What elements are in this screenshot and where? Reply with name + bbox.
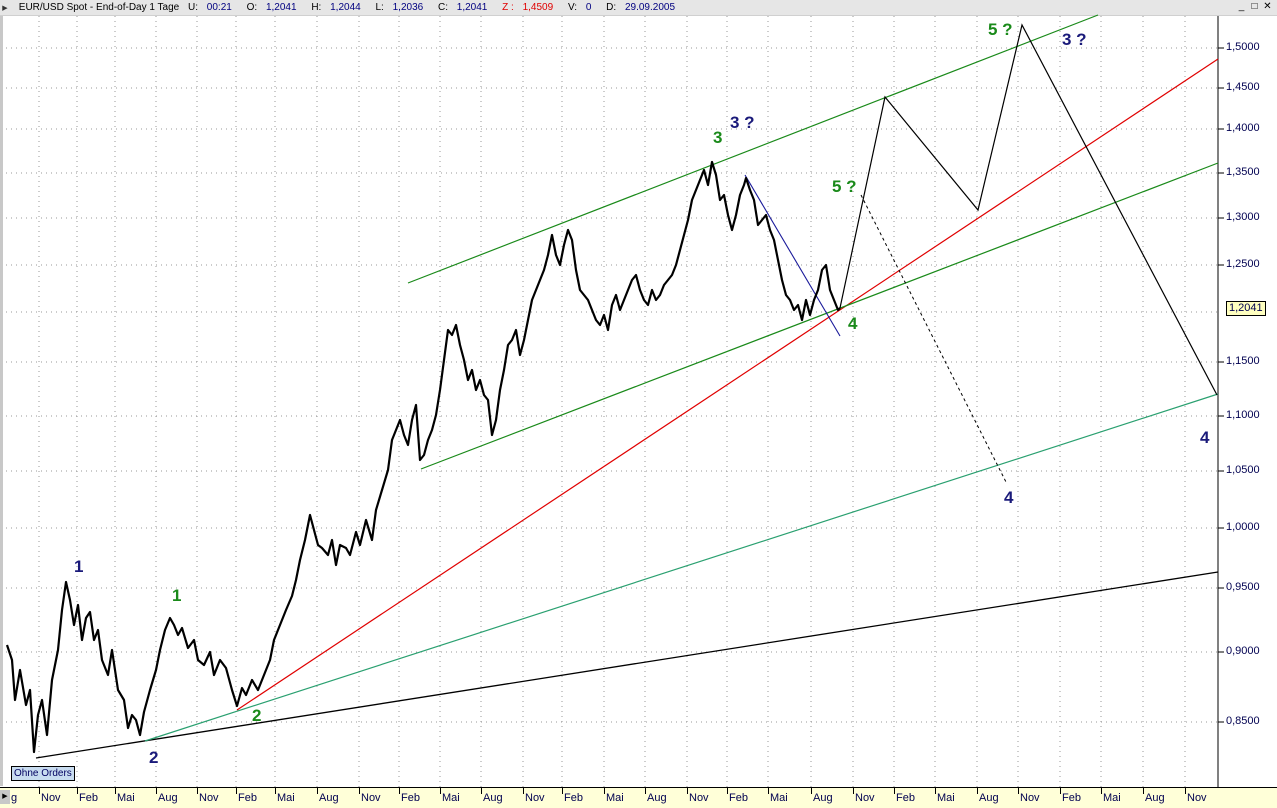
wave-label-3q-blue: 3 ?: [730, 113, 755, 132]
red-trendline: [236, 58, 1219, 711]
y-tick-label: 1,5000: [1226, 41, 1260, 53]
lower-channel-line: [420, 162, 1219, 470]
z-value: 1,4509: [522, 2, 554, 13]
wave-label-2-green: 2: [252, 706, 262, 725]
minimize-button[interactable]: _: [1238, 1, 1245, 12]
volume-value: 0: [585, 2, 592, 13]
left-edge: [0, 16, 3, 786]
upper-channel-line: [407, 14, 1099, 284]
y-tick-label: 1,3500: [1226, 166, 1260, 178]
ohne-orders-button[interactable]: Ohne Orders: [11, 766, 75, 781]
y-tick-label: 1,0000: [1226, 521, 1260, 533]
wave-label-4-green: 4: [848, 314, 858, 333]
wave-label-2-blue: 2: [149, 748, 159, 767]
grid: [6, 16, 1218, 787]
time-value: 00:21: [206, 2, 232, 13]
maximize-button[interactable]: □: [1251, 1, 1258, 12]
instrument-name: EUR/USD Spot - End-of-Day 1 Tage: [18, 2, 180, 13]
projection-path: [839, 23, 1218, 396]
close-value: 1,2041: [456, 2, 488, 13]
wave-label-1-blue: 1: [74, 557, 84, 576]
y-tick-label: 0,9000: [1226, 645, 1260, 657]
y-tick-label: 1,3000: [1226, 211, 1260, 223]
low-value: 1,2036: [392, 2, 424, 13]
close-button[interactable]: ✕: [1263, 1, 1272, 12]
wave-label-4-blue-right: 4: [1200, 428, 1210, 447]
scroll-left-arrow-icon[interactable]: ▶: [0, 790, 10, 804]
price-series: [5, 160, 841, 754]
wave-label-5q-green-top: 5 ?: [988, 20, 1013, 39]
wave-label-5q-green: 5 ?: [832, 177, 857, 196]
y-tick-label: 1,1500: [1226, 355, 1260, 367]
current-price-tag: 1,2041: [1226, 301, 1266, 316]
date-value: 29.09.2005: [624, 2, 676, 13]
y-tick-label: 1,0500: [1226, 464, 1260, 476]
wave-label-3q-blue-top: 3 ?: [1062, 30, 1087, 49]
y-tick-label: 1,4500: [1226, 81, 1260, 93]
wave-label-1-green: 1: [172, 586, 182, 605]
y-tick-label: 0,9500: [1226, 581, 1260, 593]
high-value: 1,2044: [330, 2, 361, 13]
projection-dashed-line: [860, 194, 1007, 483]
teal-trendline: [144, 393, 1219, 742]
open-value: 1,2041: [265, 2, 297, 13]
x-axis: ▶ g Nov Feb Mai Aug Nov Feb Mai Aug Nov …: [0, 787, 1277, 808]
blue-downtrend-line: [744, 174, 841, 337]
y-axis-ticks: [1218, 47, 1224, 723]
black-base-trendline: [35, 571, 1219, 759]
y-tick-label: 1,4000: [1226, 122, 1260, 134]
wave-label-4-blue: 4: [1004, 488, 1014, 507]
wave-label-3-green: 3: [713, 128, 723, 147]
chart-title-bar: ▶ EUR/USD Spot - End-of-Day 1 Tage U: 00…: [0, 0, 1277, 16]
y-tick-label: 1,2500: [1226, 258, 1260, 270]
expand-arrow-icon[interactable]: ▶: [2, 5, 8, 12]
y-tick-label: 0,8500: [1226, 715, 1260, 727]
y-tick-label: 1,1000: [1226, 409, 1260, 421]
